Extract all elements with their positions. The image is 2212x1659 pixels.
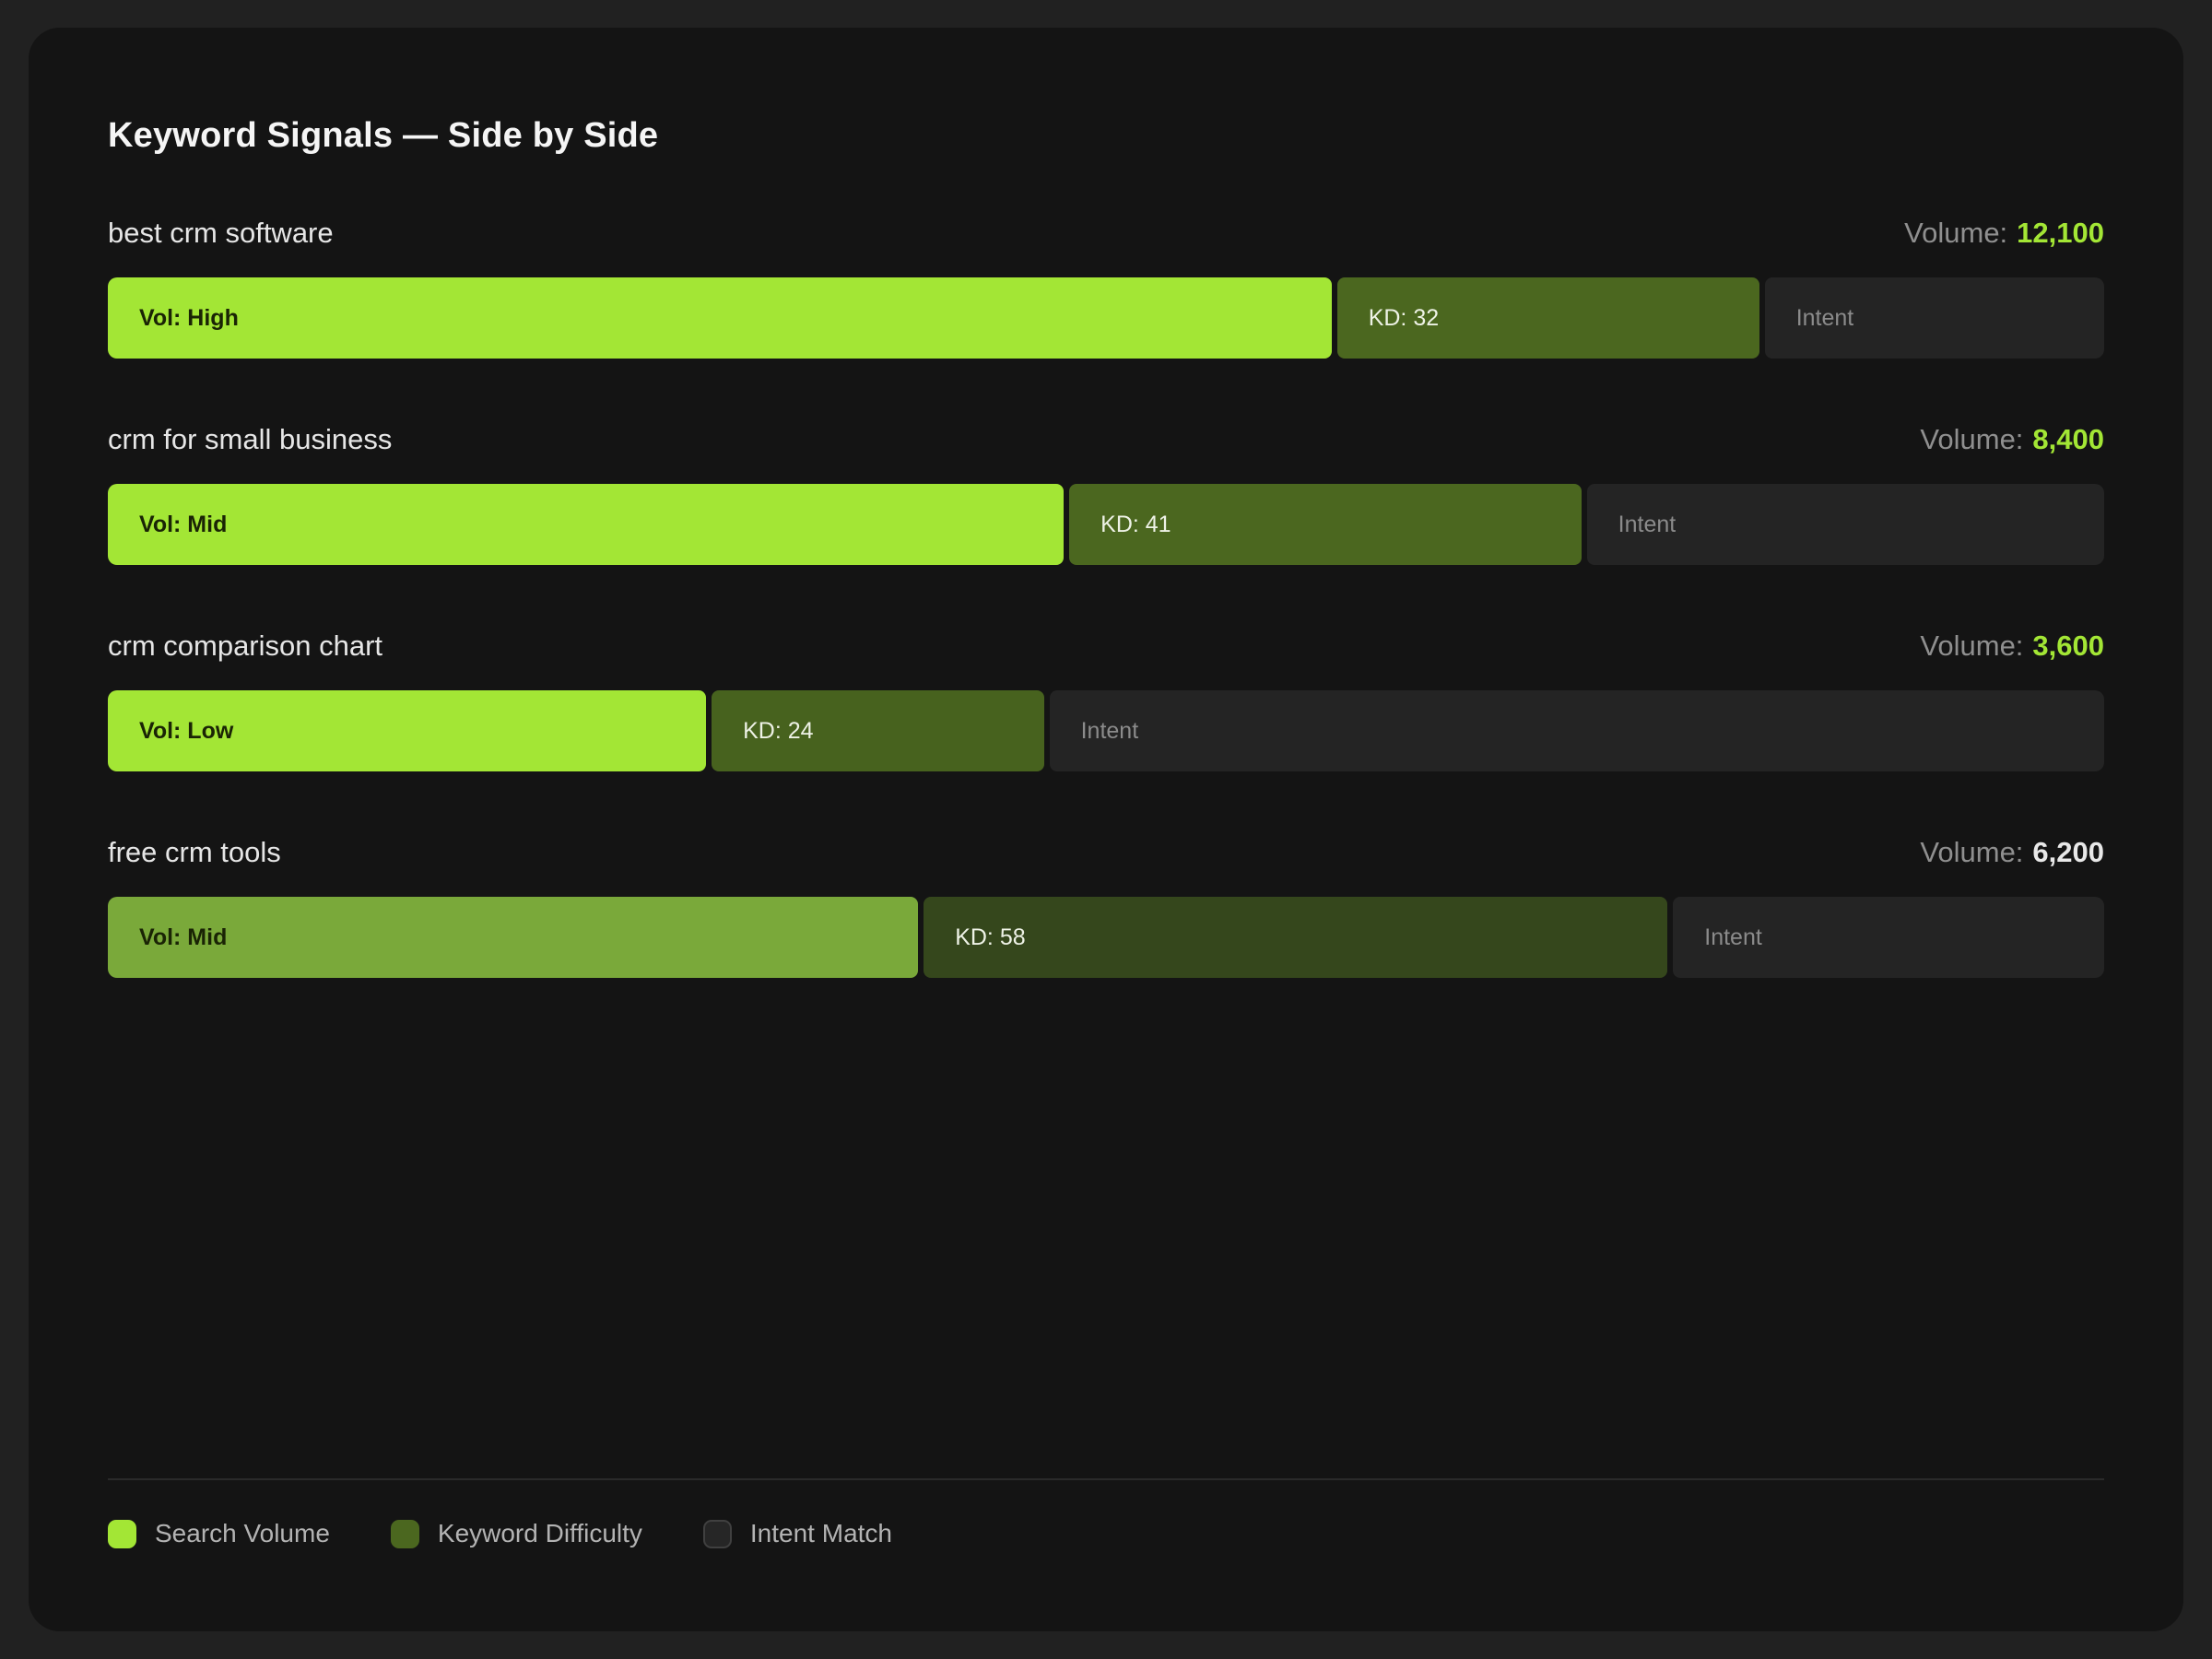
keyword-label: best crm software (108, 217, 334, 249)
volume-value: 6,200 (2032, 836, 2104, 868)
legend-item-intent-match: Intent Match (702, 1519, 892, 1548)
volume-readout: Volume: 3,600 (1920, 629, 2104, 663)
legend-label: Keyword Difficulty (437, 1519, 642, 1547)
intent-segment: Intent (1049, 690, 2104, 771)
volume-readout: Volume: 8,400 (1920, 423, 2104, 456)
keyword-label: free crm tools (108, 836, 281, 868)
volume-label: Volume: (1920, 629, 2024, 662)
legend-item-keyword-difficulty: Keyword Difficulty (390, 1519, 642, 1548)
legend-label: Intent Match (749, 1519, 892, 1547)
divider (108, 1478, 2104, 1480)
kd-segment: KD: 24 (712, 690, 1044, 771)
keyword-row: best crm software Volume: 12,100 Vol: Hig… (108, 217, 2104, 359)
kd-segment: KD: 32 (1336, 277, 1759, 359)
intent-segment: Intent (1586, 484, 2104, 565)
volume-value: 8,400 (2032, 423, 2104, 455)
legend-item-search-volume: Search Volume (108, 1519, 330, 1548)
volume-segment: Vol: High (108, 277, 1332, 359)
keyword-row: crm for small business Volume: 8,400 Vol:… (108, 423, 2104, 565)
kd-segment: KD: 58 (924, 897, 1668, 978)
intent-segment: Intent (1764, 277, 2104, 359)
keyword-row: crm comparison chart Volume: 3,600 Vol: L… (108, 629, 2104, 771)
signal-bar: Vol: High KD: 32 Intent (108, 277, 2104, 359)
keyword-signals-panel: Keyword Signals — Side by Side best crm … (29, 28, 2183, 1631)
volume-label: Volume: (1920, 836, 2024, 868)
intent-match-swatch-icon (702, 1519, 732, 1548)
legend-label: Search Volume (155, 1519, 330, 1547)
volume-readout: Volume: 12,100 (1904, 217, 2104, 250)
volume-label: Volume: (1920, 423, 2024, 455)
volume-value: 3,600 (2032, 629, 2104, 662)
kd-segment: KD: 41 (1069, 484, 1582, 565)
volume-segment: Vol: Mid (108, 897, 919, 978)
search-volume-swatch-icon (108, 1519, 136, 1548)
intent-segment: Intent (1673, 897, 2104, 978)
volume-segment: Vol: Mid (108, 484, 1065, 565)
keyword-label: crm comparison chart (108, 629, 383, 662)
keyword-difficulty-swatch-icon (390, 1519, 419, 1548)
keyword-label: crm for small business (108, 423, 393, 455)
volume-value: 12,100 (2017, 217, 2104, 249)
volume-label: Volume: (1904, 217, 2008, 249)
page-title: Keyword Signals — Side by Side (108, 116, 659, 155)
signal-bar: Vol: Mid KD: 58 Intent (108, 897, 2104, 978)
keyword-row: free crm tools Volume: 6,200 Vol: Mid KD:… (108, 836, 2104, 978)
signal-bar: Vol: Low KD: 24 Intent (108, 690, 2104, 771)
volume-readout: Volume: 6,200 (1920, 836, 2104, 869)
legend: Search Volume Keyword Difficulty Intent … (108, 1478, 2104, 1548)
volume-segment: Vol: Low (108, 690, 707, 771)
signal-bar: Vol: Mid KD: 41 Intent (108, 484, 2104, 565)
